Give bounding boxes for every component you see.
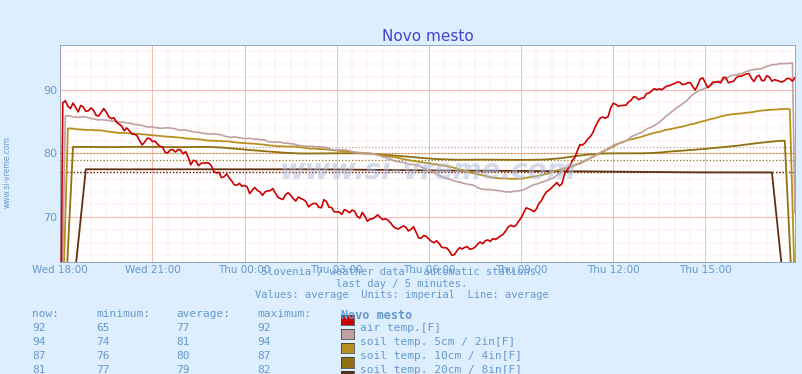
Text: 94: 94 [32,337,46,347]
Text: 94: 94 [257,337,270,347]
Text: www.si-vreme.com: www.si-vreme.com [279,157,575,185]
Text: Novo mesto: Novo mesto [341,309,412,322]
Text: soil temp. 20cm / 8in[F]: soil temp. 20cm / 8in[F] [359,365,521,374]
Text: 65: 65 [96,323,110,333]
Text: 79: 79 [176,365,190,374]
Text: 80: 80 [176,351,190,361]
Text: Slovenia / weather data - automatic stations.: Slovenia / weather data - automatic stat… [261,267,541,278]
Text: 74: 74 [96,337,110,347]
Text: now:: now: [32,309,59,319]
Text: last day / 5 minutes.: last day / 5 minutes. [335,279,467,289]
Text: 92: 92 [257,323,270,333]
Text: 77: 77 [176,323,190,333]
Text: 77: 77 [96,365,110,374]
Text: Values: average  Units: imperial  Line: average: Values: average Units: imperial Line: av… [254,290,548,300]
Text: www.si-vreme.com: www.si-vreme.com [2,136,11,208]
Text: soil temp. 10cm / 4in[F]: soil temp. 10cm / 4in[F] [359,351,521,361]
Text: minimum:: minimum: [96,309,150,319]
Text: maximum:: maximum: [257,309,310,319]
Text: 81: 81 [32,365,46,374]
Title: Novo mesto: Novo mesto [381,29,473,44]
Text: soil temp. 5cm / 2in[F]: soil temp. 5cm / 2in[F] [359,337,514,347]
Text: 92: 92 [32,323,46,333]
Text: 87: 87 [257,351,270,361]
Text: 81: 81 [176,337,190,347]
Text: air temp.[F]: air temp.[F] [359,323,440,333]
Text: 76: 76 [96,351,110,361]
Text: 82: 82 [257,365,270,374]
Text: 87: 87 [32,351,46,361]
Text: average:: average: [176,309,230,319]
